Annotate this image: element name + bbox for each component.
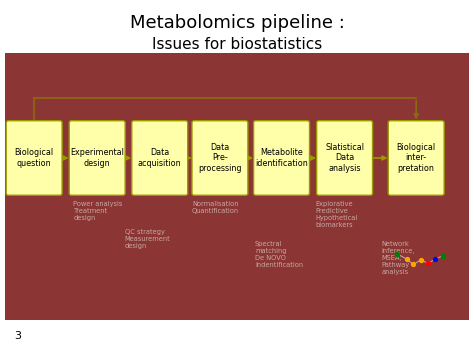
Text: Power analysis
Treatment
design: Power analysis Treatment design bbox=[73, 201, 123, 220]
Text: Normalisation
Quantification: Normalisation Quantification bbox=[192, 201, 239, 214]
Text: Biological
question: Biological question bbox=[15, 148, 54, 168]
Text: Metabolite
identification: Metabolite identification bbox=[255, 148, 308, 168]
Text: Experimental
design: Experimental design bbox=[70, 148, 124, 168]
Text: Network
inference,
MSEA,
Pathway
analysis: Network inference, MSEA, Pathway analysi… bbox=[382, 241, 415, 275]
FancyBboxPatch shape bbox=[6, 121, 62, 195]
Text: Explorative
Predictive
Hypothetical
biomarkers: Explorative Predictive Hypothetical biom… bbox=[315, 201, 357, 228]
FancyBboxPatch shape bbox=[317, 121, 373, 195]
Text: QC strategy
Measurement
design: QC strategy Measurement design bbox=[125, 229, 171, 249]
FancyBboxPatch shape bbox=[69, 121, 125, 195]
Text: Spectral
matching
De NOVO
indentification: Spectral matching De NOVO indentificatio… bbox=[255, 241, 303, 268]
FancyBboxPatch shape bbox=[254, 121, 310, 195]
FancyBboxPatch shape bbox=[388, 121, 444, 195]
FancyBboxPatch shape bbox=[132, 121, 188, 195]
Text: Data
acquisition: Data acquisition bbox=[138, 148, 182, 168]
Text: Data
Pre-
processing: Data Pre- processing bbox=[198, 143, 242, 173]
Text: Metabolomics pipeline :: Metabolomics pipeline : bbox=[129, 14, 345, 32]
FancyBboxPatch shape bbox=[192, 121, 248, 195]
Text: Issues for biostatistics: Issues for biostatistics bbox=[152, 37, 322, 52]
FancyBboxPatch shape bbox=[5, 53, 469, 320]
Text: Biological
inter-
pretation: Biological inter- pretation bbox=[397, 143, 436, 173]
Text: Slatistical
Data
analysis: Slatistical Data analysis bbox=[325, 143, 364, 173]
Text: 3: 3 bbox=[14, 331, 21, 341]
